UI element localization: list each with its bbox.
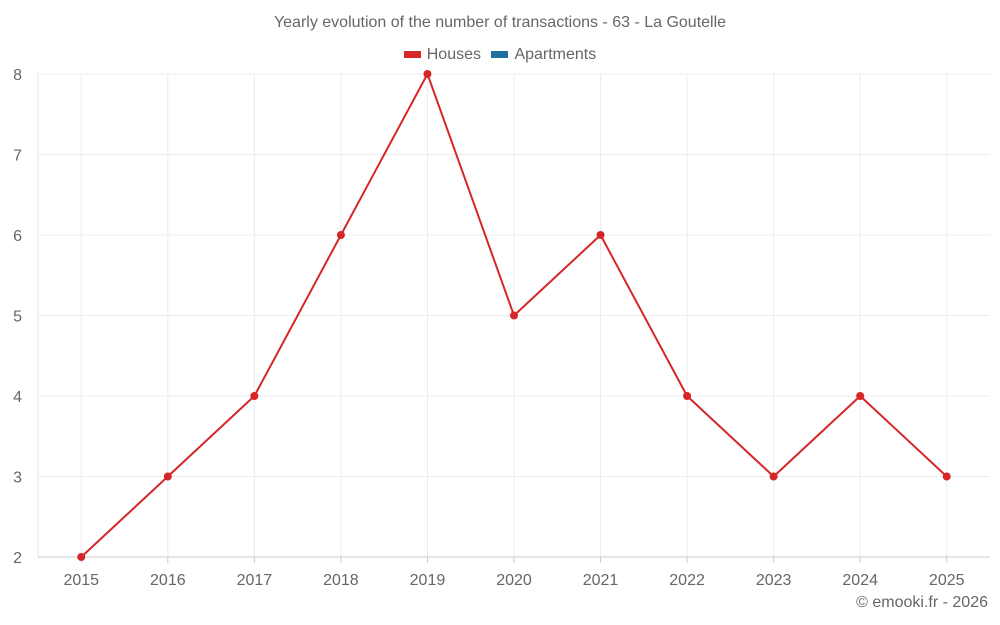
legend-swatch-apartments xyxy=(491,51,509,58)
x-tick-label: 2024 xyxy=(842,572,878,589)
y-tick-label: 2 xyxy=(13,550,22,567)
chart-title: Yearly evolution of the number of transa… xyxy=(273,14,727,31)
x-tick-label: 2022 xyxy=(669,572,705,589)
legend-label-apartments: Apartments xyxy=(514,45,597,63)
y-tick-label: 7 xyxy=(13,148,22,165)
credit-text: © emooki.fr - 2026 xyxy=(856,594,988,611)
x-tick-label: 2021 xyxy=(583,572,619,589)
data-point-houses xyxy=(163,472,172,481)
data-point-houses xyxy=(942,472,951,481)
data-point-houses xyxy=(683,392,692,400)
legend: Houses Apartments xyxy=(0,45,1000,64)
legend-label-houses: Houses xyxy=(426,45,481,63)
data-point-houses xyxy=(596,231,605,239)
y-tick-label: 4 xyxy=(13,389,22,406)
y-tick-label: 6 xyxy=(13,228,22,245)
x-tick-label: 2018 xyxy=(323,572,359,589)
x-tick-label: 2017 xyxy=(237,572,273,589)
legend-swatch-houses xyxy=(403,51,421,58)
data-point-houses xyxy=(336,231,345,239)
y-tick-label: 3 xyxy=(13,470,22,487)
x-tick-label: 2020 xyxy=(496,572,532,589)
y-tick-label: 5 xyxy=(13,309,22,326)
data-point-houses xyxy=(423,70,432,78)
data-point-houses xyxy=(769,472,778,481)
legend-item-apartments[interactable]: Apartments xyxy=(491,46,596,64)
data-point-houses xyxy=(250,392,259,400)
x-tick-label: 2025 xyxy=(929,572,965,589)
series xyxy=(77,70,951,561)
y-tick-label: 8 xyxy=(13,67,22,84)
x-tick-label: 2016 xyxy=(150,572,186,589)
data-point-houses xyxy=(510,311,518,320)
legend-item-houses[interactable]: Houses xyxy=(403,45,481,64)
x-tick-label: 2019 xyxy=(410,572,446,589)
x-tick-label: 2015 xyxy=(63,572,99,589)
data-point-houses xyxy=(856,392,865,400)
x-tick-label: 2023 xyxy=(756,572,792,589)
axes: 2 3 4 5 6 7 8 2015 2016 2017 2018 2019 2020 2021 2022 2… xyxy=(13,67,990,589)
data-point-houses xyxy=(77,553,86,561)
